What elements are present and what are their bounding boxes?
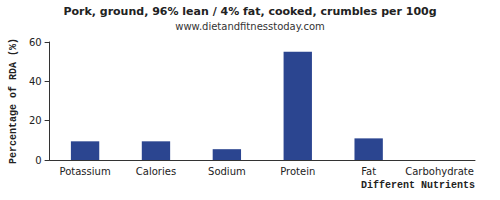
svg-text:20: 20 <box>29 115 42 126</box>
svg-text:www.dietandfitnesstoday.com: www.dietandfitnesstoday.com <box>175 21 324 32</box>
svg-text:Calories: Calories <box>136 166 176 177</box>
svg-text:Sodium: Sodium <box>208 166 246 177</box>
svg-text:60: 60 <box>29 37 42 48</box>
svg-text:Pork, ground, 96% lean / 4% fa: Pork, ground, 96% lean / 4% fat, cooked,… <box>63 5 436 18</box>
svg-text:Carbohydrate: Carbohydrate <box>405 166 474 177</box>
svg-text:Fat: Fat <box>361 166 376 177</box>
svg-text:Different Nutrients: Different Nutrients <box>361 180 475 191</box>
svg-text:0: 0 <box>35 155 41 166</box>
svg-text:Protein: Protein <box>280 166 315 177</box>
svg-text:Percentage of RDA (%): Percentage of RDA (%) <box>8 38 19 164</box>
svg-text:Potassium: Potassium <box>60 166 111 177</box>
svg-text:40: 40 <box>29 76 42 87</box>
